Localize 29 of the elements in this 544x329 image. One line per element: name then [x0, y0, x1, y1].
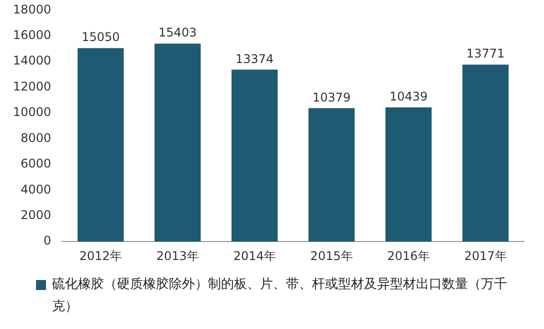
y-tick-label: 16000 — [12, 28, 52, 42]
data-label: 15050 — [82, 30, 120, 44]
bar — [462, 64, 509, 242]
data-label: 13771 — [466, 46, 505, 61]
y-tick-label: 12000 — [12, 79, 52, 94]
x-tick-label: 2014年 — [233, 248, 276, 263]
legend-label: 硫化橡胶（硬质橡胶除外）制的板、片、带、杆或型材及异型材出口数量（万千克） — [52, 276, 508, 316]
data-label: 13374 — [236, 52, 274, 66]
bar — [385, 107, 432, 242]
bar — [154, 44, 201, 242]
x-tick-label: 2017年 — [464, 248, 507, 263]
bar — [232, 70, 278, 242]
y-tick-label: 2000 — [20, 208, 52, 222]
y-tick-label: 0 — [44, 234, 52, 248]
x-tick-label: 2013年 — [156, 248, 199, 263]
bar — [308, 108, 355, 242]
y-tick-label: 18000 — [12, 2, 52, 16]
y-tick-label: 14000 — [12, 54, 52, 68]
data-label: 10439 — [389, 90, 428, 104]
data-label: 10379 — [312, 90, 351, 104]
y-tick-label: 10000 — [12, 105, 52, 120]
bar — [78, 48, 124, 242]
y-tick-label: 6000 — [20, 156, 52, 171]
x-tick-label: 2012年 — [79, 248, 122, 263]
y-tick-label: 4000 — [20, 182, 52, 196]
x-tick-label: 2016年 — [387, 248, 430, 263]
x-tick-label: 2015年 — [310, 248, 353, 263]
y-tick-label: 8000 — [20, 130, 52, 145]
data-label: 15403 — [158, 26, 197, 40]
